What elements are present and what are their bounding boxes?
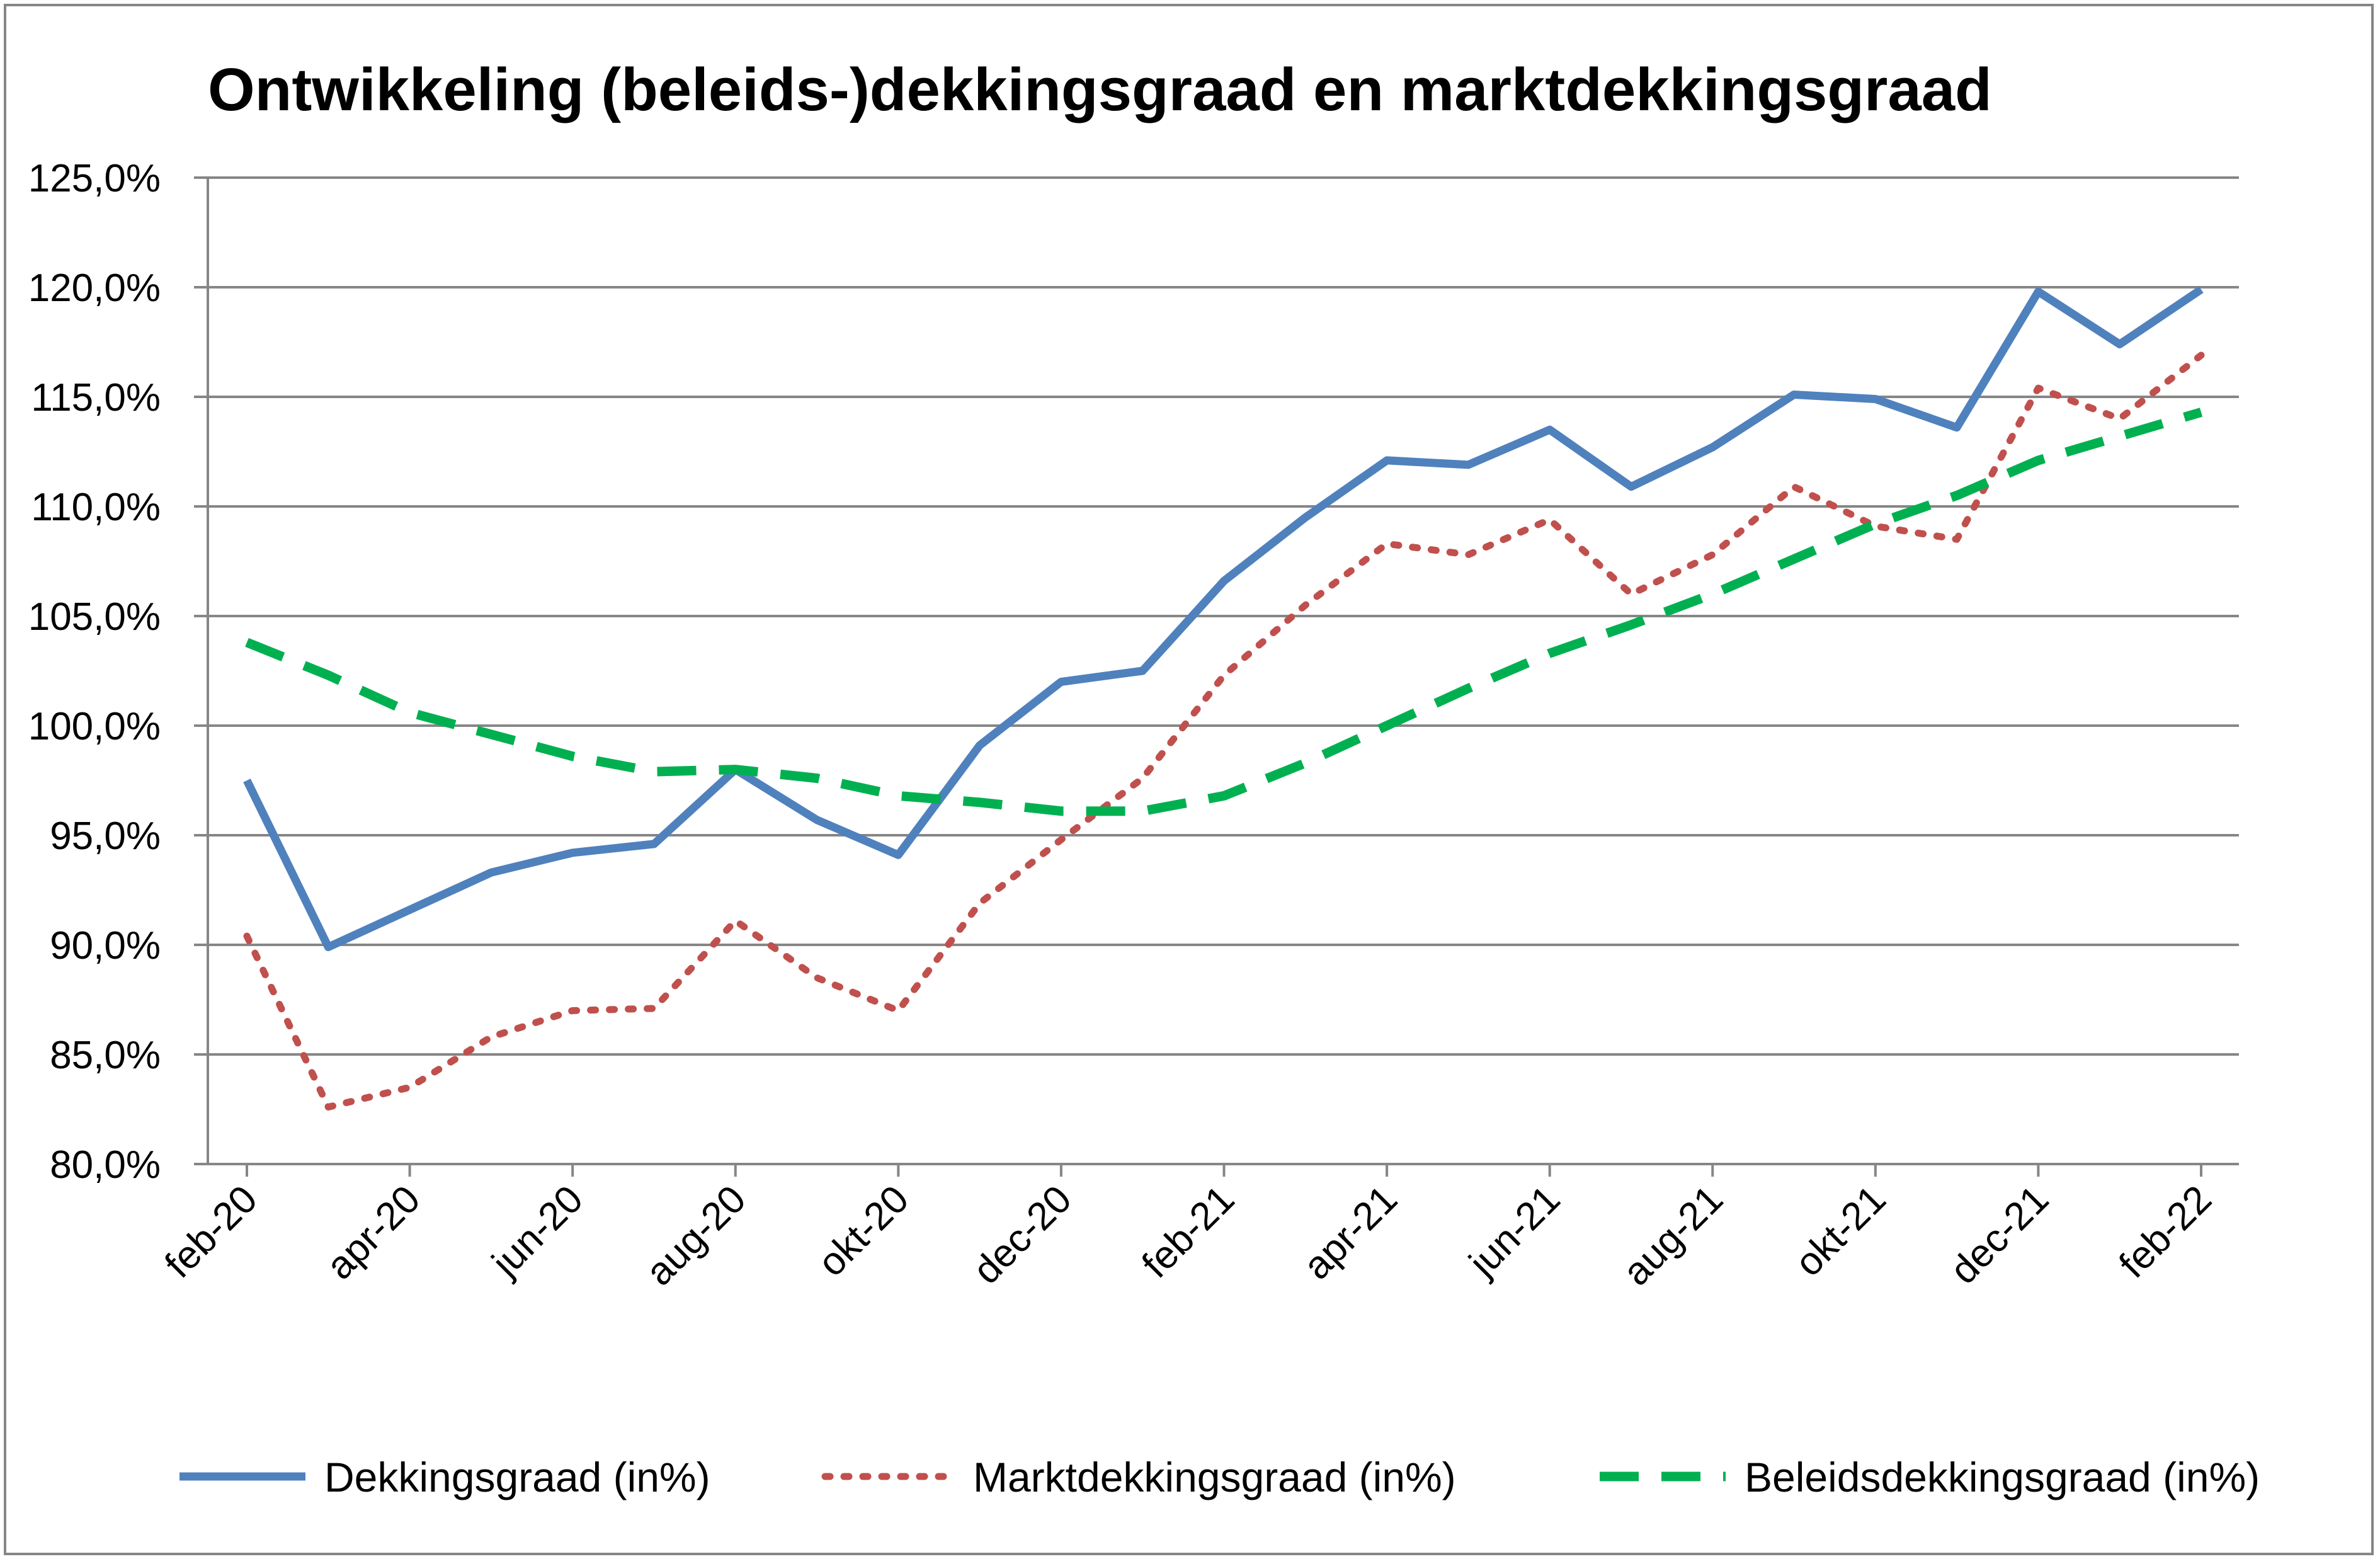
y-tick-label: 80,0%	[50, 1143, 161, 1187]
y-tick-label: 115,0%	[31, 376, 161, 420]
x-tick-label: apr-21	[1295, 1177, 1406, 1288]
x-tick-label: aug-20	[637, 1177, 754, 1294]
y-axis-tick-labels: 80,0% 85,0% 90,0% 95,0% 100,0% 105,0% 110,0% 11…	[28, 157, 161, 1187]
x-tick-label: feb-20	[157, 1177, 266, 1286]
x-tick-label: okt-20	[810, 1177, 918, 1285]
y-tick-label: 100,0%	[28, 705, 161, 748]
axes	[207, 178, 2239, 1165]
x-tick-label: feb-21	[1134, 1177, 1243, 1286]
gridlines	[194, 176, 2239, 1165]
y-tick-label: 105,0%	[28, 595, 161, 639]
x-axis-tick-labels: feb-20 apr-20 jun-20 aug-20 okt-20 dec-20 feb-…	[157, 1164, 2220, 1294]
y-tick-label: 90,0%	[50, 924, 161, 968]
y-tick-label: 110,0%	[31, 486, 161, 529]
x-tick-label: jun-20	[483, 1177, 591, 1286]
legend: Dekkingsgraad (in%) Marktdekkingsgraad (i…	[179, 1454, 2260, 1500]
y-tick-label: 85,0%	[50, 1034, 161, 1077]
x-tick-label: aug-21	[1615, 1177, 1731, 1294]
legend-label-2: Marktdekkingsgraad (in%)	[973, 1454, 1456, 1500]
x-tick-label: apr-20	[318, 1177, 429, 1288]
chart-frame	[4, 4, 2374, 1555]
x-tick-label: jun-21	[1460, 1177, 1568, 1286]
y-tick-label: 125,0%	[28, 157, 161, 200]
x-tick-label: okt-21	[1787, 1177, 1894, 1285]
y-tick-label: 95,0%	[50, 814, 161, 858]
chart-title: Ontwikkeling (beleids-)dekkingsgraad en …	[208, 56, 1992, 123]
series-line-1	[243, 286, 2204, 951]
x-tick-label: feb-22	[2111, 1177, 2220, 1286]
y-tick-label: 120,0%	[28, 266, 161, 310]
series-line-2	[243, 351, 2205, 1111]
x-tick-label: dec-20	[965, 1177, 1080, 1293]
series-lines	[243, 286, 2205, 1111]
legend-label-1: Dekkingsgraad (in%)	[324, 1454, 710, 1500]
legend-label-3: Beleidsdekkingsgraad (in%)	[1745, 1454, 2260, 1500]
x-tick-label: dec-21	[1942, 1177, 2057, 1293]
series-line-3	[245, 408, 2203, 816]
